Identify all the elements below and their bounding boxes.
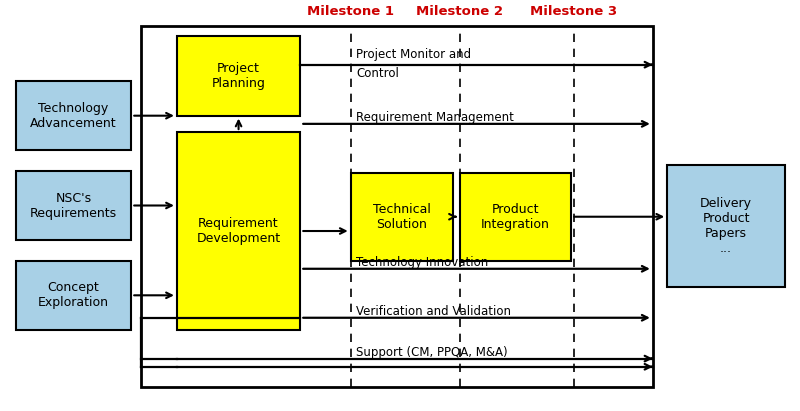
Text: Requirement
Development: Requirement Development: [197, 217, 281, 245]
Text: Delivery
Product
Papers
...: Delivery Product Papers ...: [700, 197, 752, 255]
Text: Project Monitor and: Project Monitor and: [356, 48, 471, 61]
Text: NSC's
Requirements: NSC's Requirements: [30, 192, 117, 219]
Text: Milestone 2: Milestone 2: [416, 5, 503, 18]
Text: Requirement Management: Requirement Management: [356, 111, 514, 124]
Bar: [16, 81, 131, 150]
Bar: [350, 173, 453, 261]
Text: Milestone 3: Milestone 3: [530, 5, 618, 18]
Text: Verification and Validation: Verification and Validation: [356, 305, 511, 318]
Text: Technical
Solution: Technical Solution: [373, 203, 430, 231]
Bar: [16, 261, 131, 330]
Text: Concept
Exploration: Concept Exploration: [38, 281, 109, 309]
Text: Support (CM, PPQA, M&A): Support (CM, PPQA, M&A): [356, 346, 508, 359]
Bar: [177, 36, 300, 115]
Text: Project
Planning: Project Planning: [212, 62, 266, 90]
Bar: [667, 165, 785, 287]
Bar: [460, 173, 571, 261]
Text: Control: Control: [356, 67, 399, 80]
Bar: [141, 26, 653, 387]
Bar: [16, 171, 131, 240]
Text: Milestone 1: Milestone 1: [307, 5, 394, 18]
Bar: [177, 132, 300, 330]
Text: Product
Integration: Product Integration: [481, 203, 550, 231]
Text: Technology Innovation: Technology Innovation: [356, 256, 489, 269]
Text: Technology
Advancement: Technology Advancement: [30, 102, 117, 130]
